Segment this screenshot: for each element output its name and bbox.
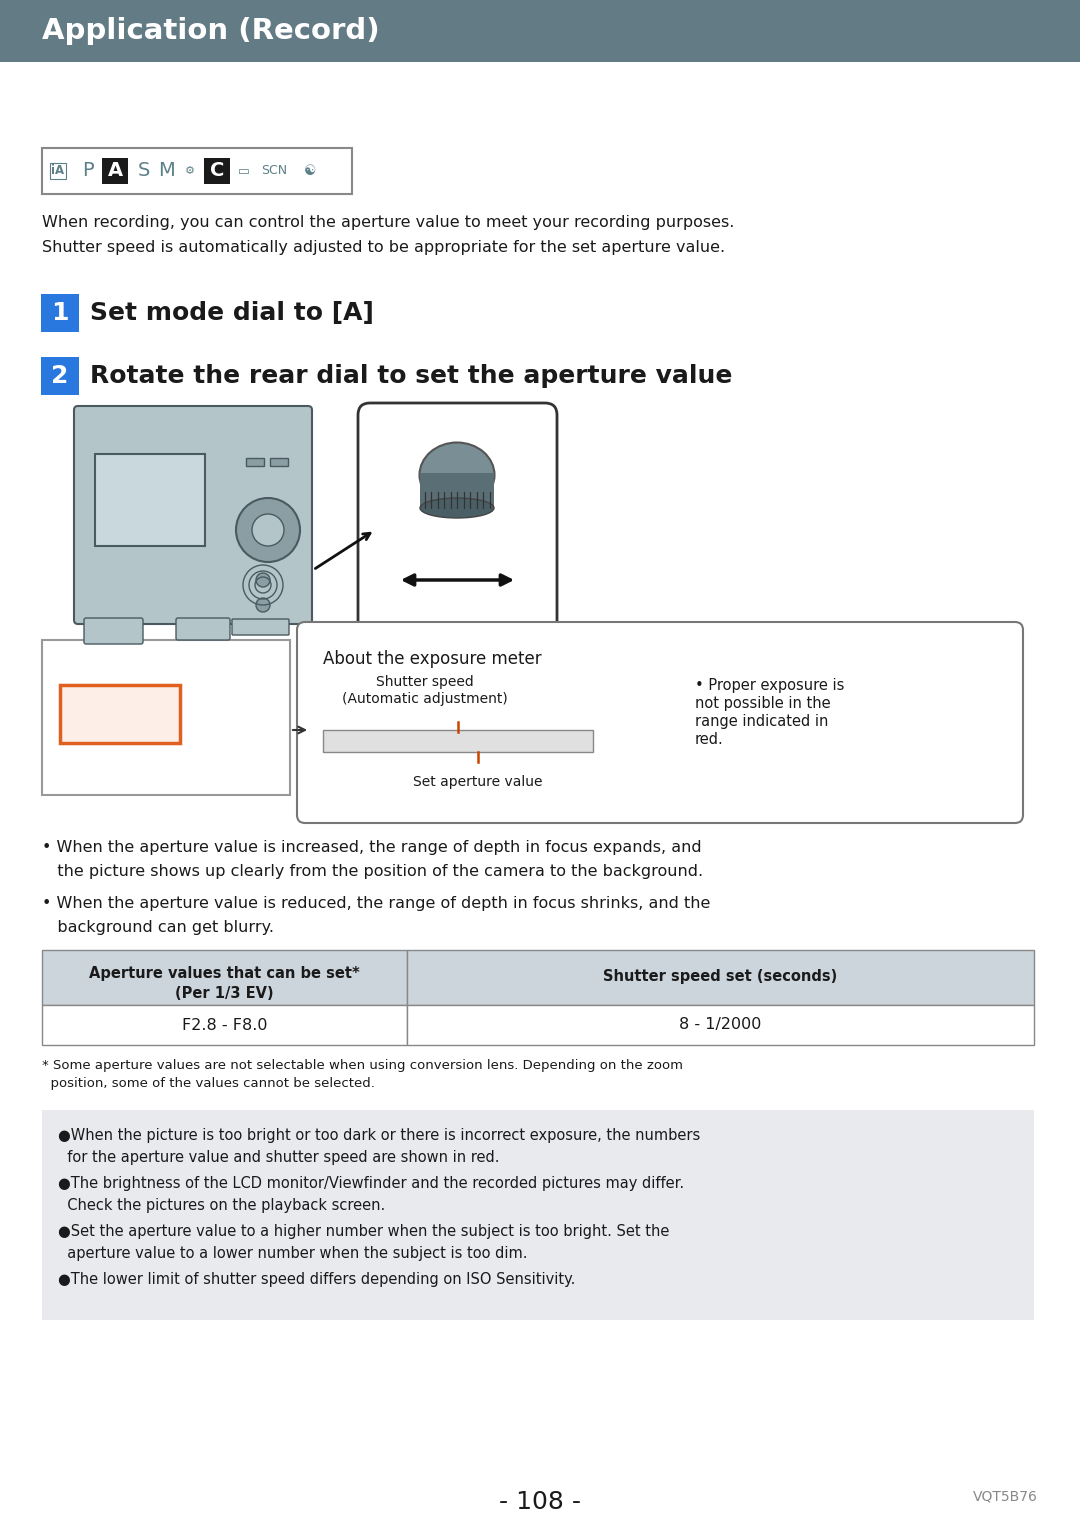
FancyBboxPatch shape [84, 619, 143, 645]
FancyBboxPatch shape [41, 358, 79, 394]
Text: SCN: SCN [261, 164, 287, 178]
Text: ●Set the aperture value to a higher number when the subject is too bright. Set t: ●Set the aperture value to a higher numb… [58, 1223, 670, 1239]
Text: Aperture values that can be set*: Aperture values that can be set* [90, 966, 360, 981]
FancyBboxPatch shape [246, 457, 264, 467]
Text: Set aperture value: Set aperture value [414, 775, 543, 789]
FancyBboxPatch shape [407, 950, 1034, 1005]
FancyBboxPatch shape [297, 622, 1023, 823]
Text: • Proper exposure is: • Proper exposure is [696, 678, 845, 692]
FancyBboxPatch shape [420, 473, 494, 508]
FancyBboxPatch shape [102, 158, 129, 184]
Text: Application (Record): Application (Record) [42, 17, 380, 45]
FancyBboxPatch shape [42, 1005, 407, 1045]
FancyBboxPatch shape [204, 158, 230, 184]
Text: • When the aperture value is increased, the range of depth in focus expands, and: • When the aperture value is increased, … [42, 840, 702, 855]
Text: Shutter speed is automatically adjusted to be appropriate for the set aperture v: Shutter speed is automatically adjusted … [42, 239, 725, 255]
FancyBboxPatch shape [232, 619, 289, 635]
FancyBboxPatch shape [323, 731, 593, 752]
FancyBboxPatch shape [42, 1110, 1034, 1320]
Text: iA: iA [52, 164, 65, 178]
Text: Shutter speed: Shutter speed [376, 675, 474, 689]
Text: ⚙: ⚙ [185, 166, 195, 177]
FancyBboxPatch shape [42, 147, 352, 193]
Text: Check the pictures on the playback screen.: Check the pictures on the playback scree… [58, 1197, 386, 1213]
Text: About the exposure meter: About the exposure meter [323, 649, 542, 668]
Text: Set mode dial to [A]: Set mode dial to [A] [90, 301, 374, 325]
Text: range indicated in: range indicated in [696, 714, 828, 729]
Text: F2.8 - F8.0: F2.8 - F8.0 [181, 1018, 267, 1033]
Ellipse shape [419, 442, 495, 508]
Text: red.: red. [696, 732, 724, 748]
FancyBboxPatch shape [95, 454, 205, 546]
Text: M: M [158, 161, 174, 181]
Text: ▭: ▭ [238, 164, 249, 178]
Text: VQT5B76: VQT5B76 [973, 1490, 1038, 1504]
Text: 8 - 1/2000: 8 - 1/2000 [679, 1018, 761, 1033]
Text: P: P [82, 161, 94, 181]
Text: Shutter speed set (seconds): Shutter speed set (seconds) [604, 970, 838, 984]
Circle shape [256, 599, 270, 612]
FancyBboxPatch shape [270, 457, 288, 467]
FancyBboxPatch shape [42, 950, 407, 1005]
FancyBboxPatch shape [41, 295, 79, 332]
Text: Rotate the rear dial to set the aperture value: Rotate the rear dial to set the aperture… [90, 364, 732, 388]
Text: When recording, you can control the aperture value to meet your recording purpos: When recording, you can control the aper… [42, 215, 734, 230]
Ellipse shape [420, 497, 494, 517]
Circle shape [252, 514, 284, 546]
Text: (Per 1/3 EV): (Per 1/3 EV) [175, 985, 274, 1001]
Text: • When the aperture value is reduced, the range of depth in focus shrinks, and t: • When the aperture value is reduced, th… [42, 896, 711, 910]
Text: 1: 1 [51, 301, 69, 325]
Text: ●The lower limit of shutter speed differs depending on ISO Sensitivity.: ●The lower limit of shutter speed differ… [58, 1273, 576, 1286]
Text: - 108 -: - 108 - [499, 1490, 581, 1514]
Circle shape [237, 497, 300, 562]
Text: (Automatic adjustment): (Automatic adjustment) [342, 692, 508, 706]
Text: position, some of the values cannot be selected.: position, some of the values cannot be s… [42, 1078, 375, 1090]
Text: ●The brightness of the LCD monitor/Viewfinder and the recorded pictures may diff: ●The brightness of the LCD monitor/Viewf… [58, 1176, 684, 1191]
Circle shape [256, 573, 270, 586]
Text: ☯: ☯ [303, 164, 316, 178]
FancyBboxPatch shape [75, 405, 312, 625]
FancyBboxPatch shape [42, 640, 291, 795]
Text: aperture value to a lower number when the subject is too dim.: aperture value to a lower number when th… [58, 1246, 527, 1260]
Text: background can get blurry.: background can get blurry. [42, 919, 274, 935]
Text: 2: 2 [52, 364, 69, 388]
Text: not possible in the: not possible in the [696, 695, 831, 711]
Text: S: S [138, 161, 150, 181]
FancyBboxPatch shape [357, 404, 557, 642]
Text: * Some aperture values are not selectable when using conversion lens. Depending : * Some aperture values are not selectabl… [42, 1059, 683, 1071]
Text: for the aperture value and shutter speed are shown in red.: for the aperture value and shutter speed… [58, 1150, 499, 1165]
Text: ●When the picture is too bright or too dark or there is incorrect exposure, the : ●When the picture is too bright or too d… [58, 1128, 700, 1144]
Text: C: C [210, 161, 225, 181]
FancyBboxPatch shape [176, 619, 230, 640]
Bar [0, 0, 1080, 61]
Text: A: A [107, 161, 122, 181]
Text: the picture shows up clearly from the position of the camera to the background.: the picture shows up clearly from the po… [42, 864, 703, 880]
FancyBboxPatch shape [407, 1005, 1034, 1045]
FancyBboxPatch shape [60, 685, 180, 743]
